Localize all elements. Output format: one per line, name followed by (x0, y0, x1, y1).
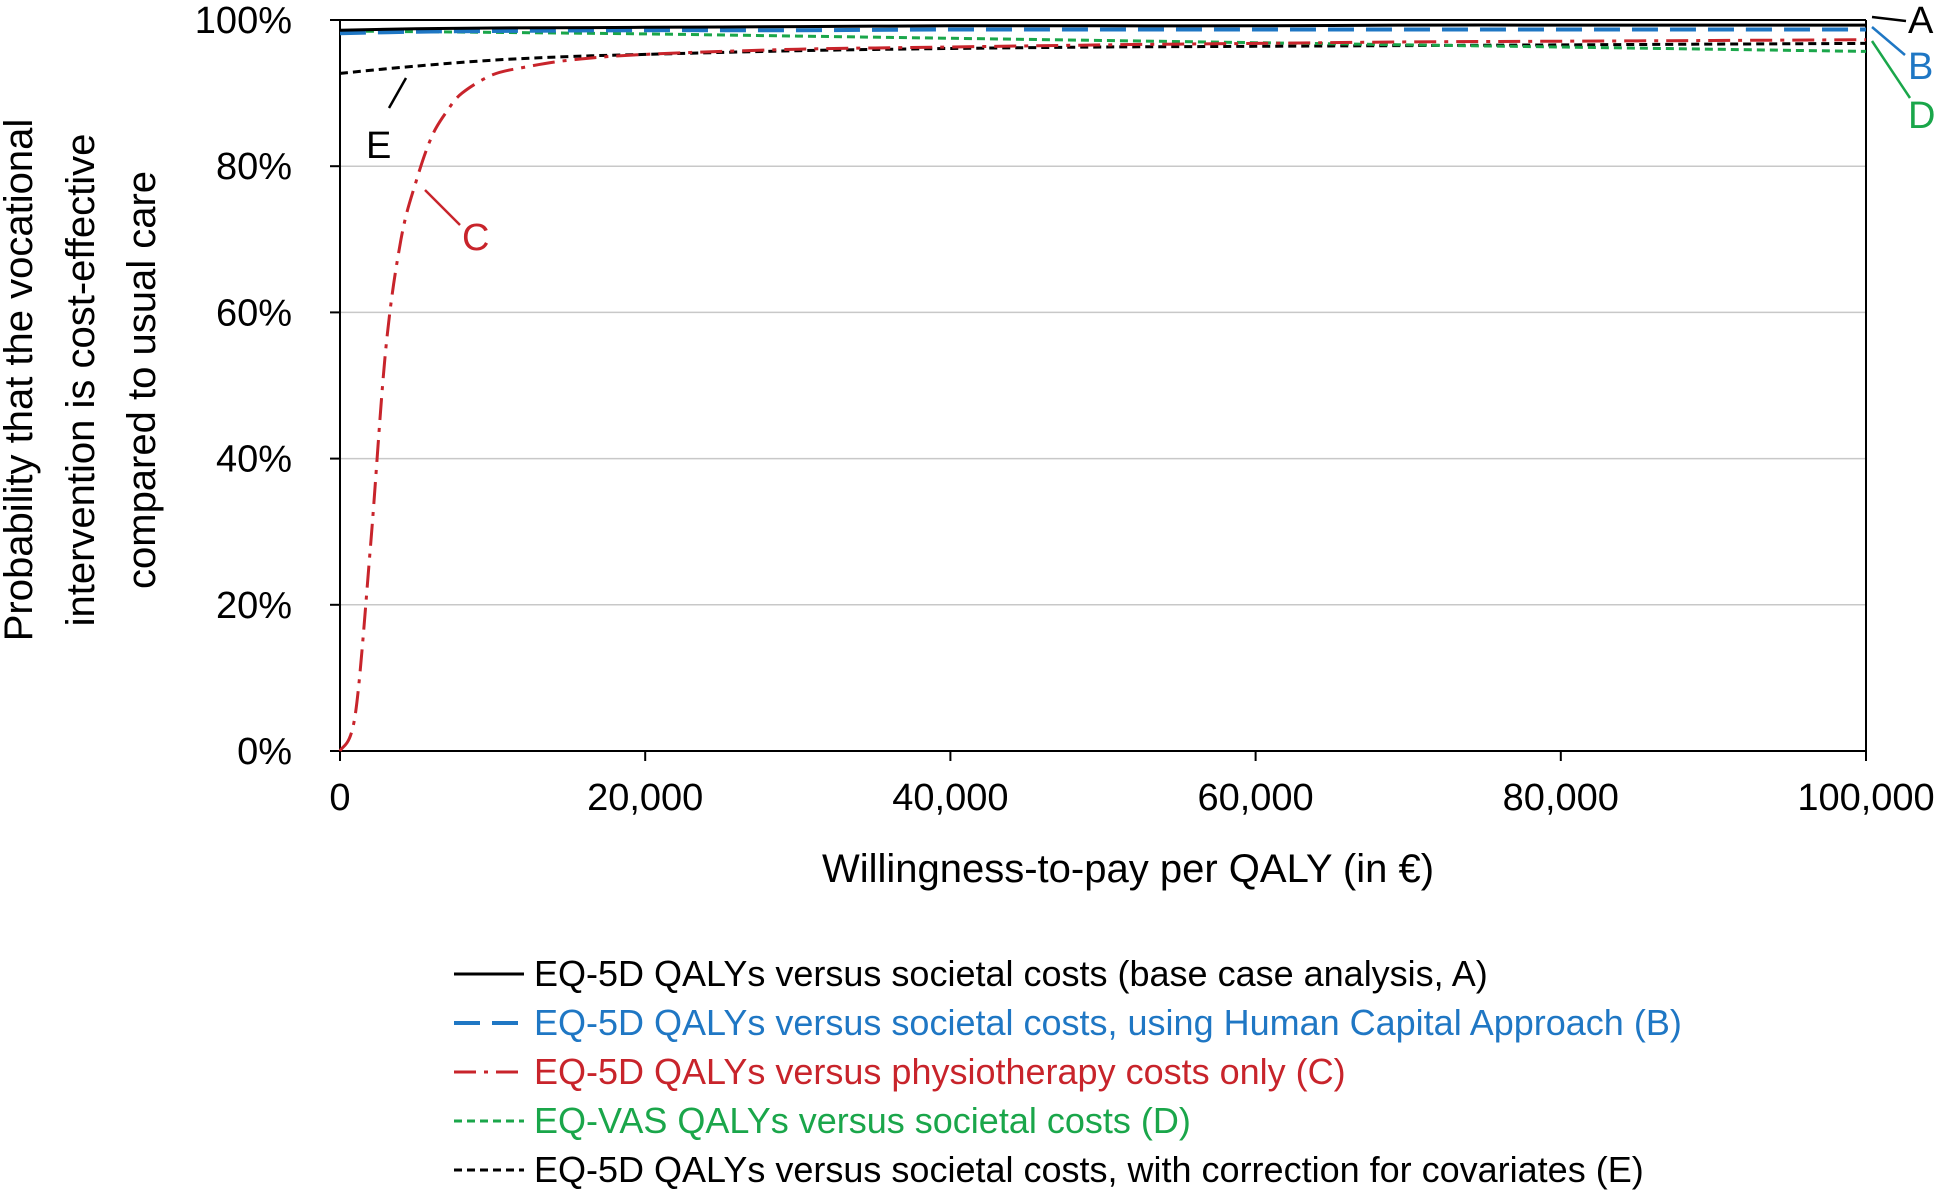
y-axis-title-line-1: Probability that the vocational (0, 119, 41, 642)
grid-lines (340, 19, 1866, 606)
curve-labels: ABD C E (366, 0, 1935, 259)
curve-label-A: A (1908, 0, 1934, 42)
x-tick-label-0: 0 (329, 777, 350, 819)
curve-label-D: D (1908, 95, 1935, 137)
y-tick-label-5: 100% (195, 0, 292, 42)
x-tick-label-1: 20,000 (587, 777, 703, 819)
legend-label-C: EQ-5D QALYs versus physiotherapy costs o… (534, 1051, 1346, 1092)
series-line-C (338, 38, 1867, 752)
y-axis-title-line-3: compared to usual care (120, 171, 164, 589)
curve-label-E: E (366, 125, 391, 167)
curve-label-leader-E (387, 77, 408, 109)
series-line-A (339, 23, 1866, 32)
axes (339, 19, 1867, 752)
y-tick-label-2: 40% (216, 439, 292, 481)
x-tick-label-3: 60,000 (1197, 777, 1313, 819)
x-tick-label-5: 100,000 (1797, 777, 1934, 819)
y-tick-label-4: 80% (216, 146, 292, 188)
curve-label-C: C (462, 217, 489, 259)
curve-label-leader-A (1871, 15, 1907, 23)
legend: EQ-5D QALYs versus societal costs (base … (454, 953, 1682, 1190)
legend-label-B: EQ-5D QALYs versus societal costs, using… (534, 1002, 1682, 1043)
legend-label-D: EQ-VAS QALYs versus societal costs (D) (534, 1100, 1191, 1141)
x-axis-title: Willingness-to-pay per QALY (in €) (822, 847, 1434, 891)
y-tick-label-1: 20% (216, 585, 292, 627)
series-line-E (339, 41, 1867, 75)
curve-label-leader-B (1871, 26, 1906, 56)
y-axis-title-line-2: intervention is cost-effective (59, 134, 103, 627)
y-tick-label-3: 60% (216, 292, 292, 334)
tick-labels: 0 20,000 40,000 60,000 80,000 100,000 0% 20% 40%… (195, 0, 1935, 819)
curve-label-leader-D (1870, 40, 1912, 99)
y-tick-label-0: 0% (237, 731, 292, 773)
x-tick-label-2: 40,000 (892, 777, 1008, 819)
curve-label-leader-C (424, 189, 461, 226)
series-line-B (339, 27, 1866, 36)
legend-label-E: EQ-5D QALYs versus societal costs, with … (534, 1149, 1644, 1190)
legend-label-A: EQ-5D QALYs versus societal costs (base … (534, 953, 1488, 994)
x-tick-label-4: 80,000 (1503, 777, 1619, 819)
curve-label-B: B (1908, 46, 1933, 88)
y-axis-title: Probability that the vocational interven… (0, 119, 164, 642)
series-lines (338, 23, 1867, 752)
series-line-D (339, 29, 1867, 53)
